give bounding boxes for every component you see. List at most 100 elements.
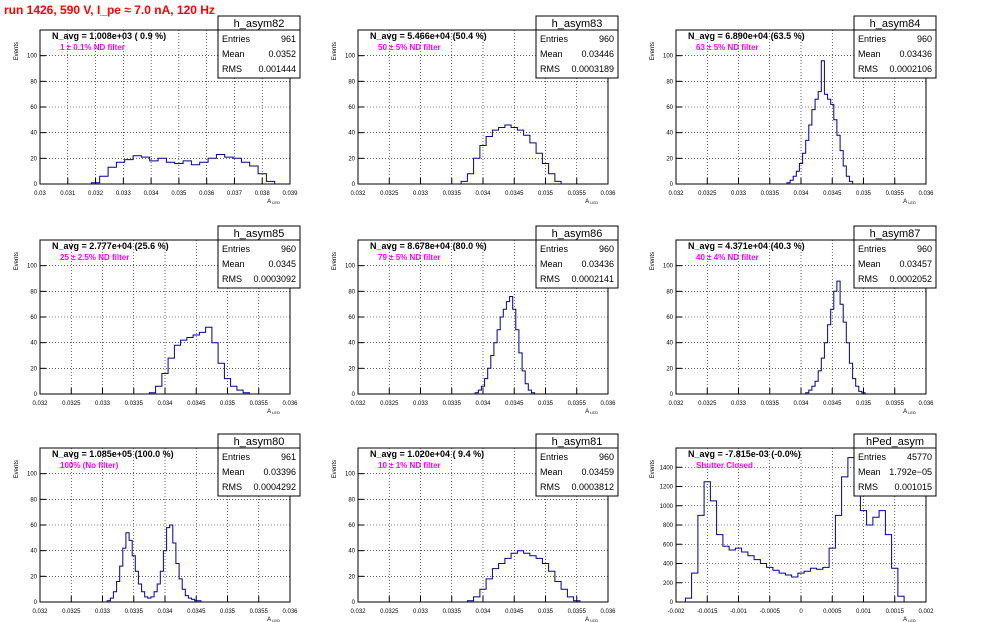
x-tick-label: 0.0355 — [568, 401, 587, 407]
stats-label-rms: RMS — [858, 482, 878, 492]
histogram-name: hPed_asym — [866, 436, 924, 448]
filter-note: 10 ± 1% ND filter — [378, 461, 441, 470]
stats-label-mean: Mean — [540, 259, 563, 269]
y-tick-label: 40 — [348, 131, 355, 137]
x-axis-label-subscript: LED — [271, 200, 280, 205]
y-tick-label: 60 — [666, 315, 673, 321]
filter-note: 63 ± 5% ND filter — [696, 43, 759, 52]
stats-value-rms: 0.0002141 — [571, 274, 614, 284]
x-tick-label: 0.0325 — [380, 401, 399, 407]
y-tick-label: 0 — [670, 600, 674, 606]
y-tick-label: 40 — [666, 131, 673, 137]
stats-label-rms: RMS — [858, 274, 878, 284]
x-tick-label: 0.034 — [157, 609, 173, 615]
x-tick-label: 0.033 — [413, 609, 429, 615]
n-avg-label: N_avg = 1.020e+04 ( 9.4 %) — [370, 449, 484, 459]
stats-value-entries: 961 — [281, 452, 296, 462]
y-tick-label: 100 — [27, 54, 38, 60]
x-tick-label: 0.038 — [255, 191, 271, 197]
x-tick-label: 0.032 — [350, 191, 366, 197]
x-tick-label: 0.039 — [282, 191, 298, 197]
x-tick-label: 0.035 — [538, 401, 554, 407]
x-tick-label: 0.034 — [144, 191, 160, 197]
stats-body — [217, 29, 301, 79]
histogram-series — [148, 326, 250, 394]
y-tick-label: 80 — [348, 79, 355, 85]
histogram-name: h_asym87 — [870, 228, 921, 240]
stats-body — [535, 239, 619, 289]
stats-value-rms: 0.0003092 — [253, 274, 296, 284]
y-axis-label: Events — [14, 460, 20, 478]
stats-box: h_asym87 Entries 960 Mean 0.03457 RMS 0.000205… — [853, 225, 937, 289]
stats-value-rms: 0.0003812 — [571, 482, 614, 492]
x-tick-label: 0.0345 — [187, 401, 206, 407]
histogram-series — [106, 524, 202, 602]
x-tick-label: 0.033 — [731, 401, 747, 407]
x-tick-label: 0.034 — [475, 401, 491, 407]
histogram-series — [460, 124, 562, 184]
stats-body — [853, 447, 937, 497]
stats-body — [217, 447, 301, 497]
stats-value-mean: 0.03459 — [581, 467, 614, 477]
x-axis-label-subscript: LED — [271, 618, 280, 622]
filter-note: Shutter Closed — [696, 461, 753, 470]
stats-value-entries: 960 — [917, 34, 932, 44]
y-tick-label: 0 — [352, 392, 356, 398]
x-axis-label: A LED — [267, 199, 280, 205]
x-tick-label: 0.032 — [32, 609, 48, 615]
n-avg-label: N_avg = 5.466e+04 (50.4 %) — [370, 31, 487, 41]
filter-note: 100% (No filter) — [60, 461, 119, 470]
stats-value-mean: 0.0345 — [268, 259, 296, 269]
stats-value-mean: 1.792e−05 — [889, 467, 932, 477]
y-axis-label: Events — [14, 252, 20, 270]
y-tick-label: 400 — [663, 562, 674, 568]
y-tick-label: 20 — [348, 366, 355, 372]
x-axis-label: A LED — [903, 199, 916, 205]
stats-label-entries: Entries — [858, 244, 887, 254]
x-tick-label: 0.033 — [116, 191, 132, 197]
y-tick-label: 40 — [666, 341, 673, 347]
x-axis-label-subscript: LED — [589, 618, 598, 622]
x-tick-label: 0.03 — [34, 191, 46, 197]
x-tick-label: 0.0335 — [443, 401, 462, 407]
stats-box: h_asym80 Entries 961 Mean 0.03396 RMS 0.000429… — [217, 433, 301, 497]
y-tick-label: 100 — [345, 472, 356, 478]
x-axis-label-subscript: LED — [589, 410, 598, 415]
histogram-name: h_asym85 — [234, 228, 285, 240]
stats-value-mean: 0.03436 — [581, 259, 614, 269]
histogram-panel-h_asym87: 0.032 0.0325 0.033 0.0335 0.034 0.0345 0.035 0.… — [650, 225, 937, 415]
stats-label-rms: RMS — [540, 274, 560, 284]
x-tick-label: 0.0335 — [125, 609, 144, 615]
stats-body — [535, 447, 619, 497]
y-tick-label: 40 — [348, 341, 355, 347]
x-tick-label: 0.036 — [282, 401, 298, 407]
x-tick-label: 0.037 — [227, 191, 243, 197]
x-axis-label-subscript: LED — [271, 410, 280, 415]
y-tick-label: 20 — [30, 156, 37, 162]
y-tick-label: 60 — [348, 523, 355, 529]
y-tick-label: 80 — [30, 497, 37, 503]
x-tick-label: 0.036 — [918, 191, 934, 197]
stats-label-rms: RMS — [222, 274, 242, 284]
y-axis-label: Events — [332, 42, 338, 60]
stats-value-rms: 0.0003189 — [571, 64, 614, 74]
y-axis-label: Events — [650, 460, 656, 478]
x-tick-label: 0.0335 — [443, 609, 462, 615]
x-tick-label: 0.032 — [668, 401, 684, 407]
y-tick-label: 0 — [34, 392, 38, 398]
stats-label-mean: Mean — [858, 259, 881, 269]
histogram-panel-h_asym80: 0.032 0.0325 0.033 0.0335 0.034 0.0345 0.035 0.… — [14, 433, 301, 622]
x-tick-label: 0.033 — [413, 401, 429, 407]
stats-value-entries: 960 — [599, 452, 614, 462]
x-tick-label: 0.034 — [793, 191, 809, 197]
stats-box: h_asym83 Entries 960 Mean 0.03446 RMS 0.000318… — [535, 15, 619, 79]
stats-value-entries: 961 — [281, 34, 296, 44]
stats-label-entries: Entries — [540, 34, 569, 44]
y-tick-label: 80 — [666, 289, 673, 295]
x-tick-label: 0.0325 — [380, 191, 399, 197]
stats-label-rms: RMS — [540, 64, 560, 74]
stats-label-entries: Entries — [858, 452, 887, 462]
filter-note: 25 ± 2.5% ND filter — [60, 253, 129, 262]
x-tick-label: 0.0325 — [698, 401, 717, 407]
y-tick-label: 40 — [348, 549, 355, 555]
